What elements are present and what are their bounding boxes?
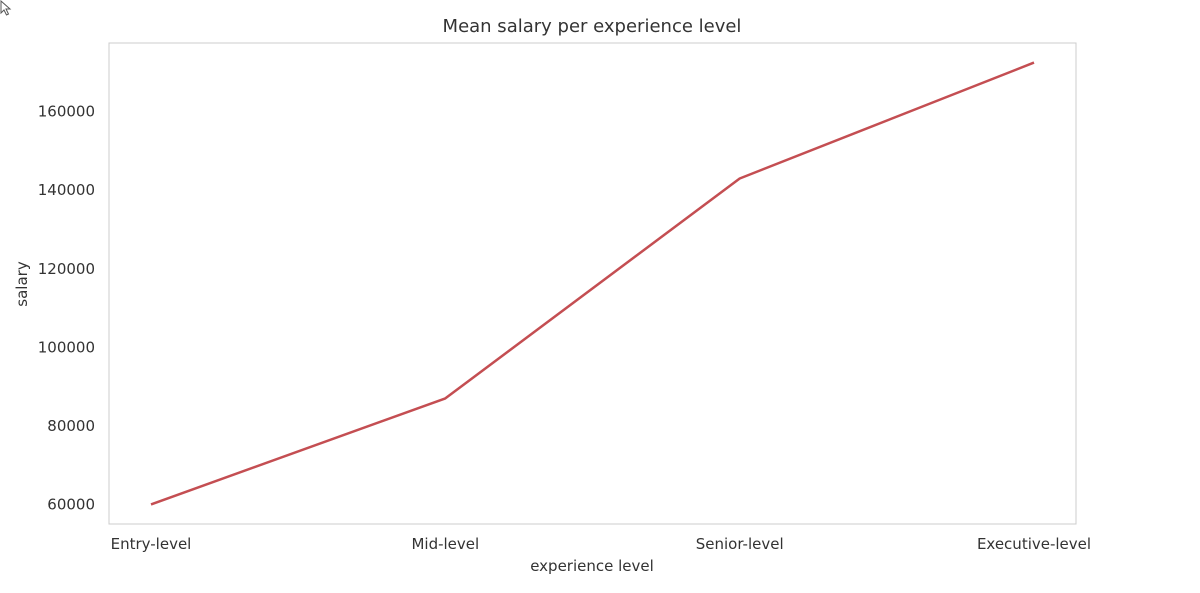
x-tick-labels: Entry-level Mid-level Senior-level Executiv… [111, 535, 1091, 553]
y-tick-label: 80000 [47, 417, 95, 435]
x-tick-label: Executive-level [977, 535, 1091, 553]
arrow-cursor-icon [0, 0, 12, 16]
series-layer [150, 61, 1035, 506]
series-line [150, 61, 1035, 506]
y-tick-label: 120000 [38, 260, 95, 278]
chart-title: Mean salary per experience level [443, 16, 742, 37]
y-tick-label: 160000 [38, 103, 95, 121]
y-tick-label: 60000 [47, 495, 95, 513]
y-axis-label: salary [13, 261, 31, 307]
plot-area [108, 42, 1077, 525]
y-tick-label: 100000 [38, 338, 95, 356]
x-tick-label: Entry-level [111, 535, 192, 553]
y-tick-label: 140000 [38, 181, 95, 199]
y-tick-labels: 60000 80000 100000 120000 140000 160000 [38, 103, 95, 514]
x-axis-label: experience level [530, 557, 654, 575]
x-tick-label: Mid-level [411, 535, 479, 553]
x-tick-label: Senior-level [696, 535, 784, 553]
